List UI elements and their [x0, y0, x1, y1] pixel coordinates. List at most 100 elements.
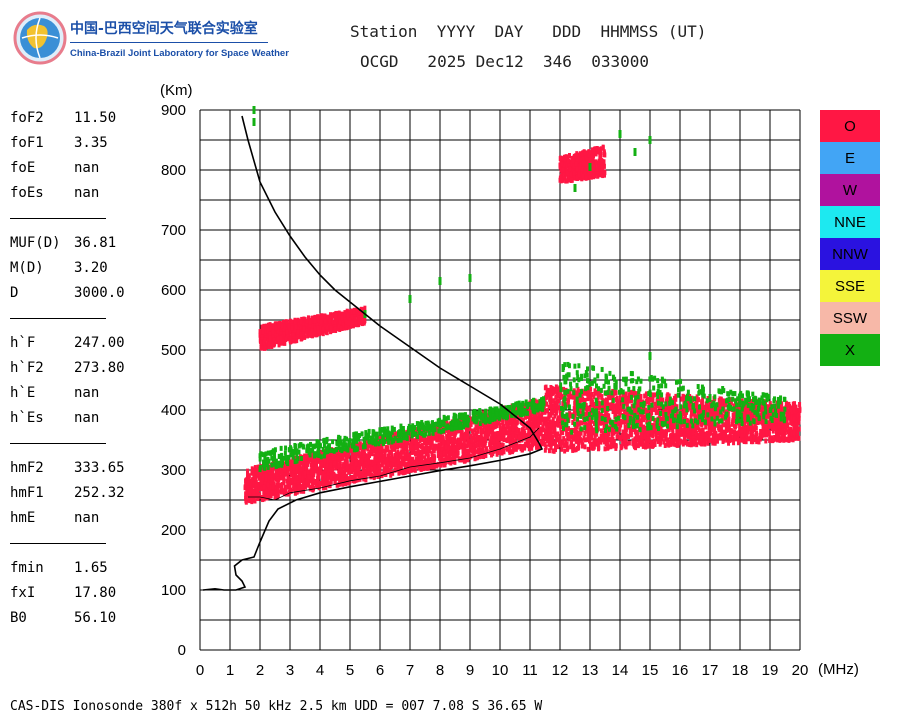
data-point — [727, 434, 731, 440]
param-name: fxI — [10, 585, 36, 601]
header-values: OCGD 2025 Dec12 346 033000 — [360, 52, 649, 71]
data-point — [421, 446, 425, 452]
data-point — [689, 433, 693, 439]
data-point — [513, 418, 517, 424]
data-point — [680, 396, 684, 402]
data-point — [795, 426, 799, 432]
data-point — [688, 441, 692, 447]
data-point — [709, 413, 713, 419]
data-point — [738, 437, 742, 443]
data-point — [378, 464, 382, 470]
data-point — [768, 436, 772, 442]
data-point — [391, 457, 395, 463]
data-point — [589, 435, 593, 441]
data-point — [282, 467, 286, 473]
data-point — [515, 412, 519, 418]
data-point — [731, 418, 735, 424]
data-point — [569, 432, 573, 438]
data-point — [446, 434, 450, 440]
data-point — [654, 434, 658, 440]
data-point — [264, 476, 268, 482]
data-point — [764, 415, 768, 421]
data-point — [760, 407, 764, 413]
data-point — [369, 474, 373, 480]
data-point — [465, 434, 469, 440]
data-point — [380, 441, 384, 447]
data-point — [588, 395, 592, 401]
data-point — [375, 456, 379, 462]
data-point — [343, 462, 347, 468]
data-point — [576, 386, 580, 392]
data-point — [784, 400, 788, 406]
param-value: 252.32 — [74, 485, 125, 501]
data-point — [537, 422, 541, 428]
data-point — [736, 430, 740, 436]
data-point — [261, 496, 265, 502]
data-point — [403, 462, 407, 468]
data-point — [650, 443, 654, 449]
data-point — [692, 441, 696, 447]
data-point — [334, 456, 338, 462]
data-point — [790, 415, 794, 421]
data-point — [327, 465, 331, 471]
data-point — [346, 476, 350, 482]
data-point — [448, 432, 452, 438]
data-point — [496, 418, 500, 424]
data-point — [321, 485, 325, 491]
data-point — [333, 473, 337, 479]
data-point — [699, 420, 703, 426]
data-point — [564, 438, 568, 444]
data-point — [511, 433, 515, 439]
data-point — [659, 421, 663, 427]
data-point — [487, 429, 491, 435]
data-point — [572, 443, 576, 449]
data-point — [530, 445, 534, 451]
data-point — [249, 497, 253, 503]
data-point — [436, 453, 440, 459]
data-point — [448, 445, 452, 451]
data-point — [513, 446, 517, 452]
data-point — [532, 434, 536, 440]
data-point — [533, 423, 537, 429]
data-point — [360, 458, 364, 464]
data-point — [671, 427, 675, 433]
data-point — [782, 437, 786, 443]
param-row: foEs nan — [10, 183, 120, 208]
lab-logo: 中国-巴西空间天气联合实验室 China-Brazil Joint Labora… — [12, 10, 289, 70]
data-point — [522, 423, 526, 429]
data-point — [742, 428, 746, 434]
data-point — [348, 479, 352, 485]
data-point — [602, 425, 606, 431]
data-point — [662, 417, 666, 423]
data-point — [328, 481, 332, 487]
data-point — [652, 426, 656, 432]
data-point — [521, 421, 525, 427]
data-point — [446, 455, 450, 461]
data-point — [266, 486, 270, 492]
data-point — [270, 472, 274, 478]
param-row: foE nan — [10, 158, 120, 183]
data-point — [357, 453, 361, 459]
data-point — [318, 480, 322, 486]
data-point — [722, 432, 726, 438]
data-point — [529, 422, 533, 428]
data-point — [590, 430, 594, 436]
data-point — [766, 413, 770, 419]
data-point — [568, 411, 572, 417]
data-point — [670, 420, 674, 426]
data-point — [488, 442, 492, 448]
data-point — [621, 429, 625, 435]
data-point — [593, 402, 597, 408]
data-point — [565, 426, 569, 432]
data-point — [273, 494, 277, 500]
data-point — [681, 431, 685, 437]
data-point — [413, 463, 417, 469]
data-point — [789, 420, 793, 426]
data-point — [707, 417, 711, 423]
data-point — [648, 443, 652, 449]
data-point — [389, 450, 393, 456]
data-point — [252, 468, 256, 474]
data-point — [680, 410, 684, 416]
data-point — [695, 442, 699, 448]
data-point — [611, 409, 615, 415]
